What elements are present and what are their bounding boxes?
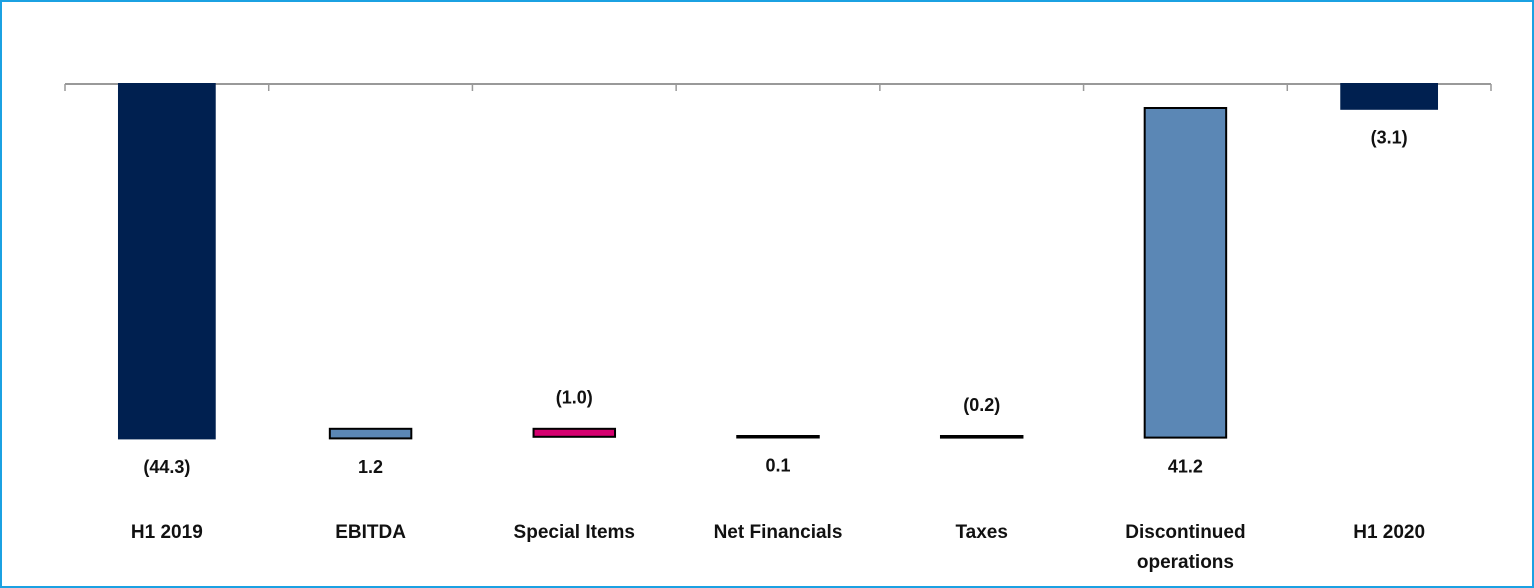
data-label: 0.1 <box>765 456 790 476</box>
category-label: Taxes <box>955 522 1008 543</box>
category-label: Discontinued operations <box>1125 522 1246 573</box>
bar <box>117 83 216 440</box>
category-label: H1 2020 <box>1353 522 1426 543</box>
bar <box>939 435 1024 439</box>
data-label: (0.2) <box>963 395 1000 415</box>
data-label: (1.0) <box>556 388 593 408</box>
data-label: (44.3) <box>143 457 190 477</box>
category-label: H1 2019 <box>130 522 203 543</box>
category-label: Special Items <box>513 522 635 543</box>
bar <box>736 435 820 439</box>
category-label: EBITDA <box>335 522 406 543</box>
data-label: 41.2 <box>1168 456 1203 476</box>
category-label: Net Financials <box>713 522 843 543</box>
bar <box>1340 83 1439 110</box>
data-label: 1.2 <box>358 457 383 477</box>
bar <box>1143 107 1228 439</box>
bar <box>328 427 413 440</box>
bar <box>532 427 617 438</box>
data-label: (3.1) <box>1371 128 1408 148</box>
